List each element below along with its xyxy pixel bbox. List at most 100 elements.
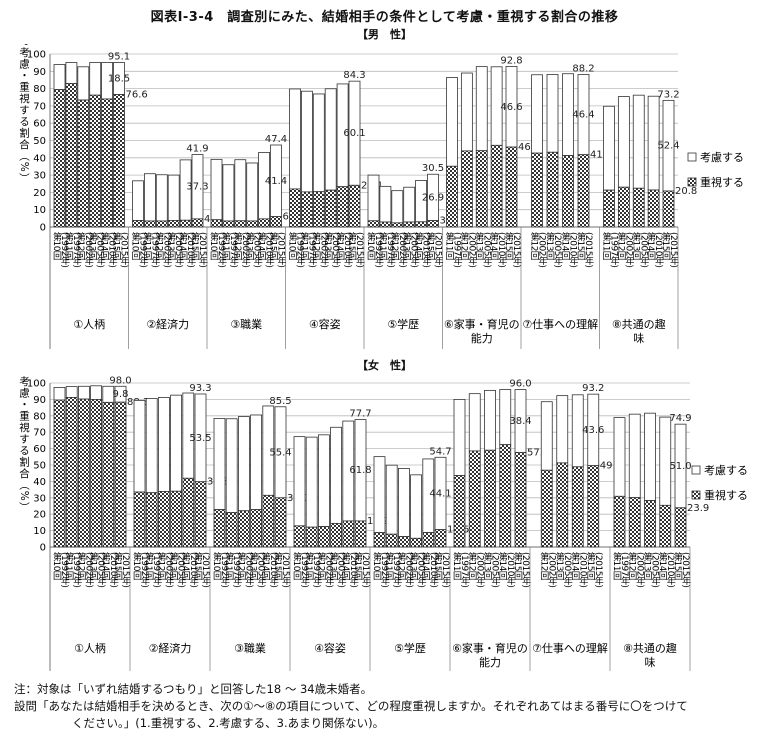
bar-emphasis [179,219,192,228]
x-tick-survey: 第12回 [235,551,246,581]
x-tick-year: (2002年) [537,232,548,267]
y-tick-label: 90 [33,67,46,78]
y-axis-label: 結婚相手の条件として考慮・重視する割合（%） [18,44,30,184]
bar-emphasis [262,494,275,548]
x-tick-year: (1997年) [385,232,396,267]
data-label: 92.8 [500,55,522,66]
bar-emphasis [391,222,404,228]
y-tick-label: 0 [40,223,46,234]
category-label: ⑧共通の趣 [612,317,666,331]
data-label: 57.7 [527,447,549,458]
x-tick-year: (2005年) [96,552,107,587]
x-tick-year: (2005年) [330,232,341,267]
category-label: 味 [645,656,656,669]
data-label: 46.4 [572,110,594,121]
bar-emphasis [305,526,318,548]
x-tick-survey: 第13回 [401,231,412,261]
x-tick-survey: 第11回 [298,231,309,261]
category-label: 能力 [471,331,493,345]
y-tick-label: 10 [33,205,46,216]
bar-emphasis [250,509,263,548]
x-tick-year: (1997年) [151,552,162,587]
x-tick-year: (2010年) [188,552,199,587]
data-label: 76.6 [126,89,148,100]
x-tick-year: (2002年) [403,552,414,587]
bar-emphasis [300,191,313,228]
bar-emphasis [237,510,250,548]
y-tick-label: 80 [33,411,46,422]
bar-consider [65,386,78,398]
y-tick-label: 30 [33,171,46,182]
bar-emphasis [210,219,223,228]
x-tick-year: (2002年) [546,552,557,587]
data-label: 77.7 [349,409,371,420]
bar-emphasis [65,83,78,228]
x-tick-year: (1997年) [149,232,160,267]
bar-emphasis [354,520,367,548]
x-tick-survey: 第15回 [346,231,357,261]
x-tick-survey: 第15回 [112,551,123,581]
bar-consider [546,74,559,153]
bar-emphasis [167,220,180,228]
bar-consider [132,180,144,221]
x-tick-survey: 第11回 [377,231,388,261]
x-tick-year: (1997年) [228,232,239,267]
bar-emphasis [397,536,410,548]
x-tick-year: (2002年) [83,232,94,267]
x-tick-year: (2010年) [577,552,588,587]
category-label: ⑤学歴 [387,317,419,331]
x-tick-year: (1992年) [299,552,310,587]
bar-emphasis [342,520,355,548]
bar-consider [305,436,318,528]
bar-emphasis [145,492,158,548]
bar-consider [330,426,343,524]
x-tick-year: (1997年) [71,232,82,267]
x-tick-survey: 第10回 [365,231,376,261]
data-label: 74.9 [669,413,691,424]
bar-emphasis [468,450,481,548]
bar-emphasis [289,188,301,228]
x-tick-survey: 第14回 [260,551,271,581]
x-tick-survey: 第14回 [569,551,580,581]
bar-consider [143,173,156,222]
x-tick-year: (1997年) [452,232,463,267]
bar-consider [312,93,325,193]
x-tick-year: (2015年) [433,232,444,267]
y-tick-label: 70 [33,101,46,112]
x-tick-survey: 第10回 [208,231,219,261]
x-tick-survey: 第15回 [189,231,200,261]
bar-consider [250,414,263,511]
bar-consider [145,398,158,494]
data-label: 93.2 [582,383,604,394]
x-tick-year: (2005年) [256,552,267,587]
category-label: ④容姿 [309,317,341,331]
x-tick-year: (2010年) [421,232,432,267]
x-tick-survey: 第10回 [371,551,382,581]
x-tick-year: (1992年) [379,552,390,587]
bar-consider [213,418,226,511]
data-label: 95.1 [108,51,130,62]
x-tick-survey: 第14回 [177,231,188,261]
bar-emphasis [460,150,473,228]
x-tick-year: (2015年) [680,552,691,587]
bar-consider [90,385,102,400]
bar-consider [167,174,180,221]
bar-emphasis [222,220,235,228]
bar-consider [379,185,392,223]
category-label: ⑧共通の趣 [623,641,677,655]
note-line: 設問「あなたは結婚相手を決めるとき、次の①～⑧の項目について、どの程度重視します… [14,699,688,713]
bar-emphasis [453,475,466,548]
x-tick-year: (2002年) [240,232,251,267]
x-tick-survey: 第12回 [538,551,549,581]
y-tick-label: 100 [27,50,46,61]
category-label: ①人柄 [73,318,105,331]
x-tick-survey: 第14回 [488,231,499,261]
x-tick-year: (2015年) [354,232,365,267]
data-label: 54.7 [429,446,451,457]
y-tick-label: 20 [33,510,46,521]
y-tick-label: 50 [33,136,46,147]
legend-swatch-consider [691,465,701,475]
x-tick-year: (2002年) [623,232,634,267]
x-tick-survey: 第14回 [497,551,508,581]
bar-consider [468,393,481,452]
